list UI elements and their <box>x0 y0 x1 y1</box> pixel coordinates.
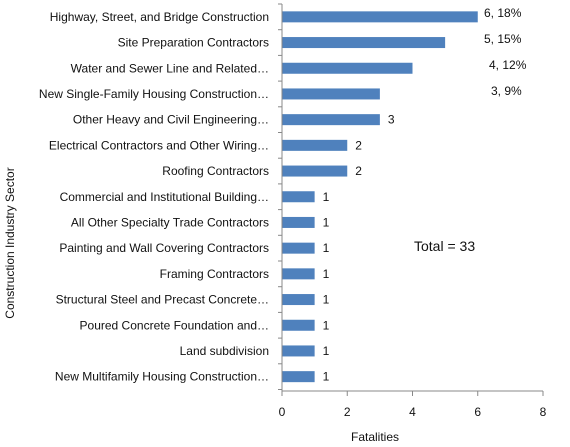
category-label: New Single-Family Housing Construction… <box>39 87 269 101</box>
category-label: Poured Concrete Foundation and… <box>80 318 269 332</box>
data-label: 5, 15% <box>484 32 522 46</box>
category-label: Commercial and Institutional Building… <box>60 190 269 204</box>
category-label: Structural Steel and Precast Concrete… <box>56 293 269 307</box>
bar <box>282 139 348 151</box>
bar <box>282 268 315 280</box>
category-label: Roofing Contractors <box>162 164 269 178</box>
data-label: 1 <box>323 267 330 281</box>
category-label: Electrical Contractors and Other Wiring… <box>49 138 269 152</box>
x-tick-label: 0 <box>279 405 286 419</box>
bar <box>282 114 380 126</box>
data-label: 1 <box>323 370 330 384</box>
category-label: Framing Contractors <box>160 267 269 281</box>
category-label: Site Preparation Contractors <box>118 36 269 50</box>
category-label: New Multifamily Housing Construction… <box>55 370 269 384</box>
bar <box>282 191 315 203</box>
bar <box>282 165 348 177</box>
data-label: 3 <box>388 113 395 127</box>
data-label: 1 <box>323 241 330 255</box>
category-label: Land subdivision <box>180 344 269 358</box>
bar <box>282 37 446 49</box>
category-label: Painting and Wall Covering Contractors <box>59 241 269 255</box>
data-label: 2 <box>355 164 362 178</box>
bar <box>282 294 315 306</box>
data-label: 4, 12% <box>489 58 527 72</box>
axes <box>278 3 544 396</box>
data-labels: 6, 18% 5, 15% 4, 12% 3, 9% 3 2 2 1 1 1 1 1 1 1 1 <box>323 6 527 384</box>
data-label: 1 <box>323 215 330 229</box>
y-axis-title: Construction Industry Sector <box>3 167 17 318</box>
data-label: 1 <box>323 190 330 204</box>
total-annotation: Total = 33 <box>414 238 475 254</box>
data-label: 3, 9% <box>491 84 522 98</box>
data-label: 1 <box>323 293 330 307</box>
x-tick-label: 6 <box>474 405 481 419</box>
bar <box>282 11 478 23</box>
bar <box>282 216 315 228</box>
x-axis-title: Fatalities <box>351 430 399 444</box>
data-label: 6, 18% <box>484 6 522 20</box>
x-tick-label: 2 <box>344 405 351 419</box>
bar <box>282 371 315 383</box>
bar <box>282 345 315 357</box>
bar <box>282 242 315 254</box>
x-tick-label: 4 <box>409 405 416 419</box>
category-label: Water and Sewer Line and Related… <box>71 61 269 75</box>
data-label: 1 <box>323 344 330 358</box>
x-tick-labels: 0 2 4 6 8 <box>279 405 547 419</box>
bars <box>282 11 478 383</box>
bar <box>282 319 315 331</box>
x-tick-label: 8 <box>540 405 547 419</box>
category-labels: Highway, Street, and Bridge Construction… <box>39 10 269 384</box>
category-label: All Other Specialty Trade Contractors <box>71 215 269 229</box>
data-label: 1 <box>323 318 330 332</box>
bar <box>282 88 380 100</box>
bar <box>282 62 413 74</box>
category-label: Highway, Street, and Bridge Construction <box>50 10 269 24</box>
category-label: Other Heavy and Civil Engineering… <box>73 113 269 127</box>
data-label: 2 <box>355 138 362 152</box>
